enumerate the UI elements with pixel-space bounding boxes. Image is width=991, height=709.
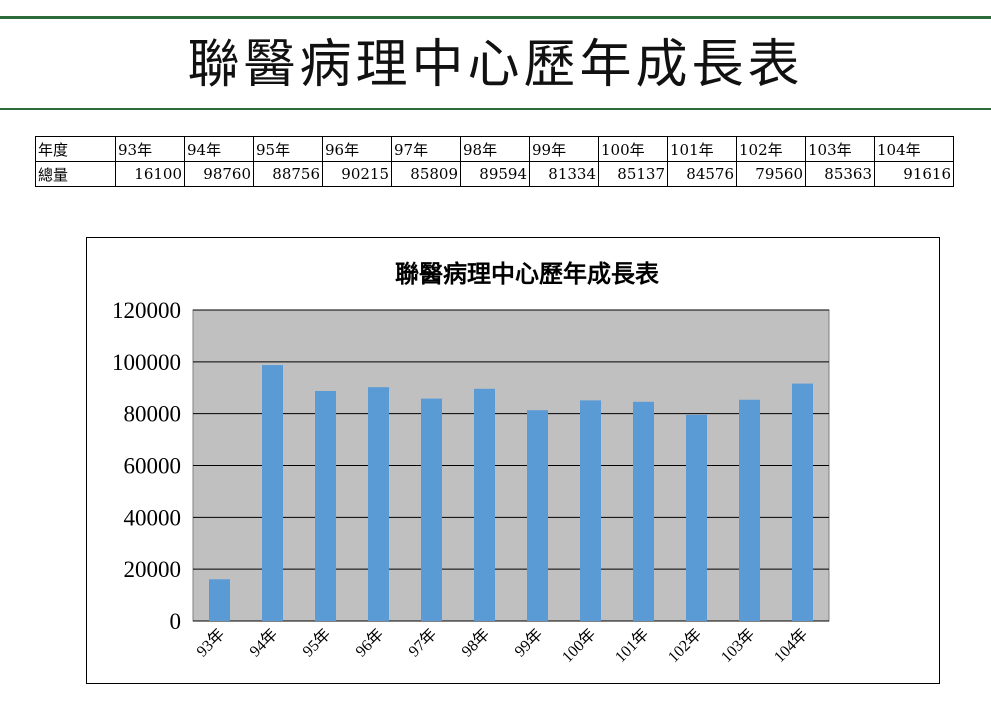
value-cell: 98760 xyxy=(184,161,254,187)
bar xyxy=(739,399,760,621)
bar xyxy=(474,388,495,621)
top-rule xyxy=(0,16,991,19)
bar xyxy=(633,401,654,621)
bar xyxy=(686,414,707,621)
year-cell: 104年 xyxy=(874,136,954,162)
y-tick-label: 60000 xyxy=(124,454,182,479)
value-cell: 81334 xyxy=(529,161,599,187)
y-tick-label: 80000 xyxy=(124,402,182,427)
x-tick-label: 101年 xyxy=(611,625,652,666)
value-cell: 88756 xyxy=(253,161,323,187)
bar xyxy=(792,383,813,621)
page-title: 聯醫病理中心歷年成長表 xyxy=(187,35,804,95)
y-tick-label: 40000 xyxy=(124,505,182,530)
bar xyxy=(209,579,230,621)
x-tick-label: 94年 xyxy=(246,625,281,660)
x-tick-label: 97年 xyxy=(405,625,440,660)
bar xyxy=(421,398,442,621)
x-tick-label: 93年 xyxy=(193,625,228,660)
value-cell: 85809 xyxy=(391,161,461,187)
year-cell: 96年 xyxy=(322,136,392,162)
bar xyxy=(368,387,389,621)
y-tick-label: 0 xyxy=(170,609,182,634)
value-cell: 91616 xyxy=(874,161,954,187)
x-tick-label: 95年 xyxy=(299,625,334,660)
x-tick-label: 96年 xyxy=(352,625,387,660)
year-cell: 102年 xyxy=(736,136,806,162)
chart-container: 聯醫病理中心歷年成長表 0 20000 40000 60000 80000 100000 1… xyxy=(86,237,940,684)
x-tick-label: 103年 xyxy=(717,625,758,666)
value-row: 總量 16100 98760 88756 90215 85809 89594 8… xyxy=(35,161,954,187)
year-cell: 99年 xyxy=(529,136,599,162)
x-tick-label: 100年 xyxy=(558,625,599,666)
year-cell: 95年 xyxy=(253,136,323,162)
year-cell: 93年 xyxy=(115,136,185,162)
value-cell: 79560 xyxy=(736,161,806,187)
value-cell: 90215 xyxy=(322,161,392,187)
x-tick-label: 99年 xyxy=(511,625,546,660)
y-tick-label: 100000 xyxy=(112,350,181,375)
year-cell: 101年 xyxy=(667,136,737,162)
value-cell: 89594 xyxy=(460,161,530,187)
year-cell: 97年 xyxy=(391,136,461,162)
y-tick-label: 120000 xyxy=(112,298,181,323)
x-tick-label: 104年 xyxy=(770,625,811,666)
bar xyxy=(262,365,283,621)
title-rule xyxy=(0,108,991,110)
value-cell: 85363 xyxy=(805,161,875,187)
year-row: 年度 93年 94年 95年 96年 97年 98年 99年 100年 101年… xyxy=(35,136,954,162)
bar xyxy=(580,400,601,621)
x-tick-label: 98年 xyxy=(458,625,493,660)
year-cell: 98年 xyxy=(460,136,530,162)
bar-chart: 聯醫病理中心歷年成長表 0 20000 40000 60000 80000 100000 1… xyxy=(112,259,830,666)
value-cell: 85137 xyxy=(598,161,668,187)
bar xyxy=(315,390,336,621)
year-cell: 103年 xyxy=(805,136,875,162)
header-label-cell: 年度 xyxy=(35,136,116,162)
x-tick-label: 102年 xyxy=(664,625,705,666)
value-label-cell: 總量 xyxy=(35,161,116,187)
y-tick-label: 20000 xyxy=(124,557,182,582)
year-cell: 100年 xyxy=(598,136,668,162)
chart-title: 聯醫病理中心歷年成長表 xyxy=(395,259,660,288)
data-table: 年度 93年 94年 95年 96年 97年 98年 99年 100年 101年… xyxy=(35,136,954,187)
value-cell: 84576 xyxy=(667,161,737,187)
year-cell: 94年 xyxy=(184,136,254,162)
bar xyxy=(527,410,548,621)
value-cell: 16100 xyxy=(115,161,185,187)
